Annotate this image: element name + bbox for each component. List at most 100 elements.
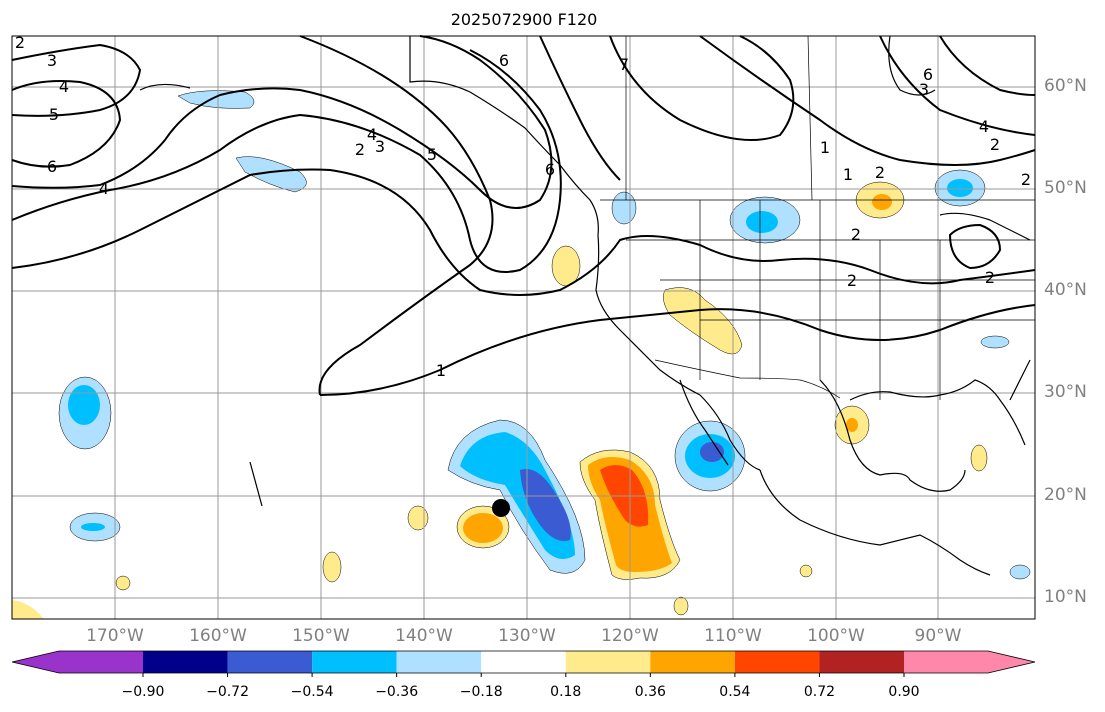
shade-orange: [846, 418, 858, 432]
contour-label: 2: [847, 271, 857, 290]
longitude-label: 110°W: [704, 626, 762, 646]
contour-ne-3: [699, 35, 1036, 166]
contour-label: 2: [1021, 170, 1031, 189]
aleutian: [139, 83, 191, 91]
contour-1b: [319, 304, 1036, 396]
contour-label: 3: [375, 137, 385, 156]
contour-label: 6: [47, 157, 57, 176]
longitude-label: 100°W: [807, 626, 865, 646]
colorbar-tick-label: −0.72: [206, 684, 249, 700]
contour-label: 6: [923, 65, 933, 84]
shade-mid-blue: [520, 469, 571, 541]
latitude-label: 60°N: [1044, 76, 1087, 96]
contour-1: [299, 35, 494, 396]
colorbar-extend-max: [988, 651, 1035, 673]
colorbar-bin: [819, 651, 904, 673]
graticule: [12, 36, 1035, 619]
mexico-south: [759, 469, 991, 576]
west-coast: [409, 36, 761, 471]
shade-yellow: [322, 551, 342, 583]
contour-label: 1: [843, 165, 853, 184]
contour-label: 4: [979, 117, 989, 136]
colorbar-bin: [734, 651, 820, 673]
colorbar: [11, 650, 1036, 677]
great-lakes: [939, 212, 1031, 241]
colorbar-tick-label: −0.54: [290, 684, 334, 700]
colorbar-bin: [312, 651, 397, 673]
longitude-label: 90°W: [914, 626, 962, 646]
us-mexico-border: [654, 359, 841, 399]
contour-4: [11, 35, 553, 209]
storm-marker: [492, 499, 510, 517]
shade-blue: [81, 523, 105, 531]
shade-yellow: [115, 575, 131, 591]
state-lines: [626, 239, 1035, 321]
baja: [679, 379, 729, 466]
latitude-label: 40°N: [1044, 280, 1087, 300]
colorbar-bin: [143, 651, 228, 673]
colorbar-tick-label: 0.72: [803, 684, 836, 700]
border-sk-mb: [807, 35, 813, 201]
contour-3: [11, 49, 562, 273]
contour-label: 7: [619, 55, 629, 74]
gulf-coast-us: [849, 379, 1026, 446]
latitude-label: 30°N: [1044, 382, 1087, 402]
contour-label: 2: [355, 140, 365, 159]
longitude-label: 170°W: [86, 626, 144, 646]
coastlines: [139, 35, 1031, 576]
colorbar-tick-label: −0.90: [121, 684, 165, 700]
contour-label: 2: [990, 135, 1000, 154]
contour-7: [609, 35, 795, 141]
shade-blue: [947, 179, 973, 197]
contour-label: 1: [436, 361, 446, 380]
colorbar-extend-min: [12, 651, 59, 673]
shade-yellow: [12, 600, 44, 619]
contour-ne-1: [879, 35, 1036, 136]
colorbar-tick-label: 0.54: [719, 684, 751, 700]
contour-ne-2: [939, 35, 1036, 96]
colorbar-bin: [396, 651, 482, 673]
shade-yellow: [407, 505, 429, 531]
shade-light-blue: [177, 90, 255, 109]
colorbar-bin: [59, 651, 143, 673]
contour-6: [539, 35, 621, 181]
longitude-label: 130°W: [498, 626, 556, 646]
colorbar-bin: [904, 651, 988, 673]
shade-blue: [746, 211, 778, 233]
contour-label: 6: [545, 160, 555, 179]
contour-5-6: [11, 80, 122, 168]
contour-label: 4: [59, 77, 69, 96]
contour-2: [11, 168, 1036, 296]
shade-mid-blue: [700, 442, 724, 462]
shade-light-blue: [235, 156, 307, 193]
colorbar-bin: [481, 651, 566, 673]
colorbar-bin: [565, 651, 651, 673]
colorbar-tick-label: −0.36: [375, 684, 419, 700]
colorbar-tick-label: −0.18: [459, 684, 503, 700]
shade-yellow: [799, 564, 813, 578]
shade-light-blue: [611, 191, 637, 225]
shade-blue: [68, 385, 100, 425]
colorbar-tick-label: 0.90: [888, 684, 920, 700]
contour-label: 2: [15, 33, 25, 52]
latitude-label: 50°N: [1044, 178, 1087, 198]
contour-label: 5: [427, 145, 437, 164]
florida: [1009, 359, 1031, 401]
borders: [600, 35, 1035, 400]
contour-label: 2: [851, 225, 861, 244]
shade-orange: [872, 194, 892, 210]
gulf-coast-mexico: [819, 379, 966, 492]
longitude-label: 140°W: [395, 626, 453, 646]
longitude-label: 120°W: [601, 626, 659, 646]
colorbar-outline: [11, 650, 1036, 674]
map-frame: [11, 35, 1036, 620]
contour-5: [11, 43, 142, 117]
colorbar-bin: [227, 651, 313, 673]
shade-yellow: [673, 596, 689, 616]
longitude-label: 150°W: [292, 626, 350, 646]
contour-low: [948, 223, 1002, 270]
shade-yellow: [551, 245, 581, 287]
contour-label: 5: [49, 105, 59, 124]
contour-label: 2: [875, 163, 885, 182]
